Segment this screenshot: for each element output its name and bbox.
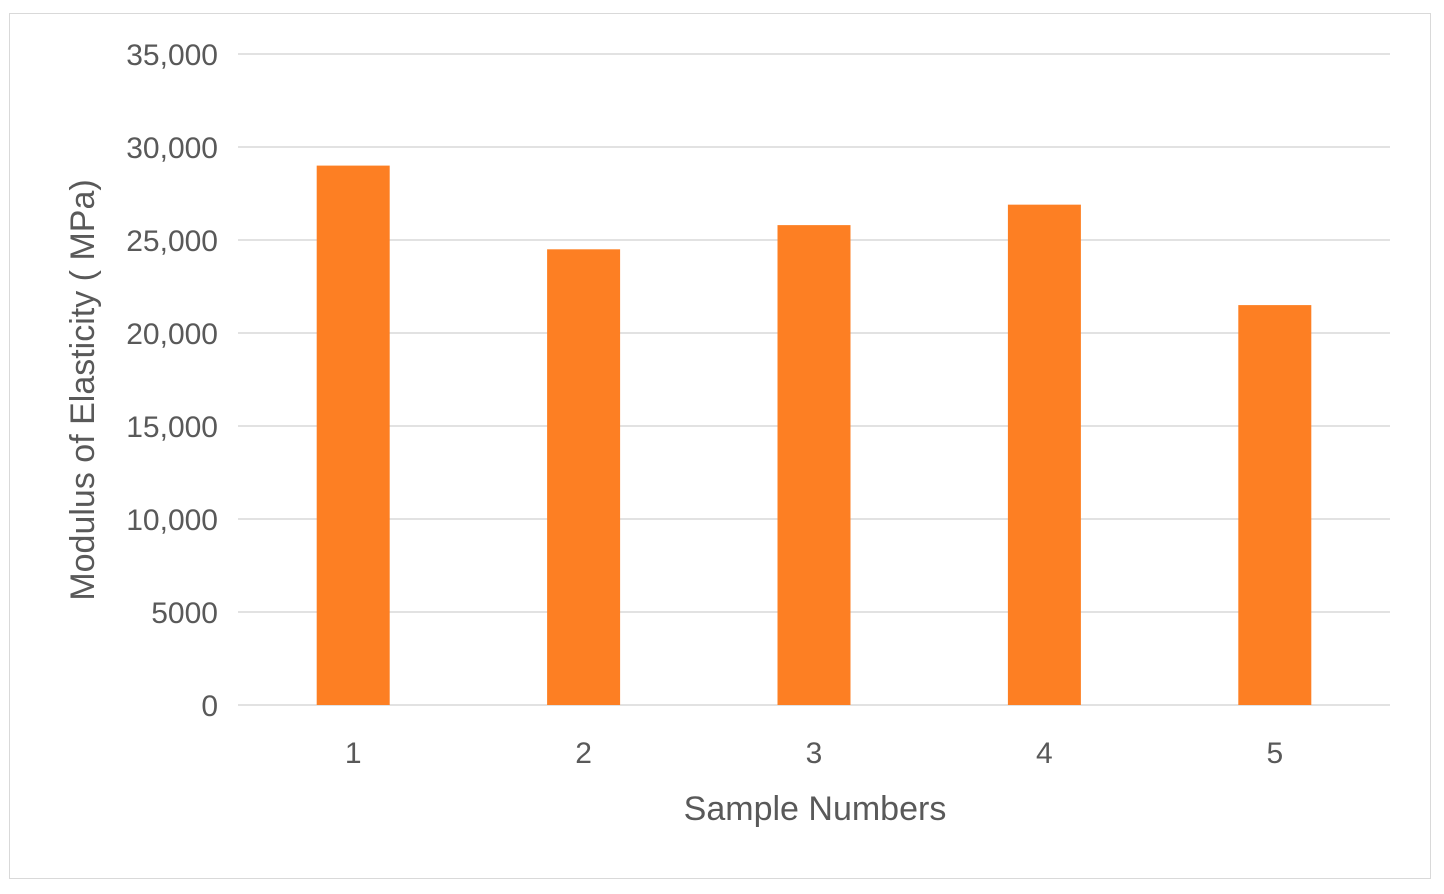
bar-sample-1 xyxy=(316,165,390,706)
x-tick-label: 5 xyxy=(1266,737,1283,770)
bar-sample-5 xyxy=(1238,305,1312,705)
y-tick-label: 0 xyxy=(201,690,218,723)
bars xyxy=(316,165,1312,706)
x-tick-label: 2 xyxy=(575,737,592,770)
x-tick-labels: 1 2 3 4 5 xyxy=(345,737,1283,770)
y-tick-label: 25,000 xyxy=(126,225,218,258)
bar-sample-4 xyxy=(1007,204,1081,705)
y-tick-label: 15,000 xyxy=(126,411,218,444)
y-tick-label: 5000 xyxy=(151,597,218,630)
x-axis-title: Sample Numbers xyxy=(684,790,947,828)
y-tick-labels: 0 5000 10,000 15,000 20,000 25,000 30,000 35,00… xyxy=(126,39,218,723)
chart-frame xyxy=(9,13,1431,879)
y-tick-label: 30,000 xyxy=(126,132,218,165)
bar-sample-3 xyxy=(777,225,851,705)
x-tick-label: 3 xyxy=(806,737,823,770)
bar-sample-2 xyxy=(547,249,621,706)
x-tick-label: 1 xyxy=(345,737,362,770)
y-tick-label: 35,000 xyxy=(126,39,218,72)
y-axis-title: Modulus of Elasticity ( MPa) xyxy=(64,179,102,600)
y-tick-label: 10,000 xyxy=(126,504,218,537)
y-tick-label: 20,000 xyxy=(126,318,218,351)
x-tick-label: 4 xyxy=(1036,737,1053,770)
